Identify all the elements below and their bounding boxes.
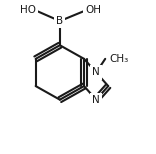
Text: HO: HO [20,5,36,15]
Text: N: N [92,67,100,77]
Text: B: B [56,16,63,26]
Text: OH: OH [85,5,102,15]
Text: CH₃: CH₃ [110,54,129,64]
Text: N: N [92,95,100,105]
